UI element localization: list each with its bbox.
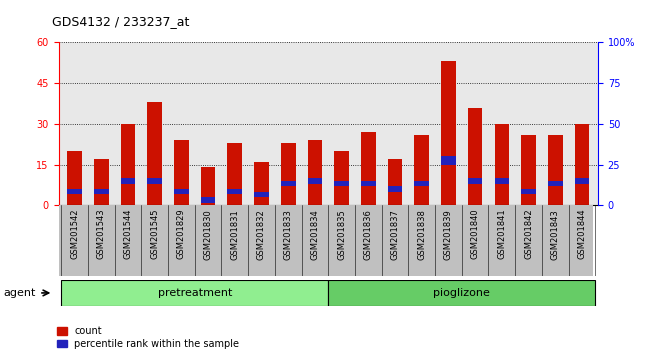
- Bar: [281, 143, 296, 205]
- Text: GSM201543: GSM201543: [97, 209, 106, 259]
- Bar: [387, 159, 402, 205]
- Text: GSM201831: GSM201831: [230, 209, 239, 259]
- Bar: [495, 178, 509, 184]
- Bar: [575, 178, 590, 184]
- Bar: [254, 192, 269, 197]
- Text: GSM201833: GSM201833: [283, 209, 292, 260]
- Bar: [387, 186, 402, 192]
- Bar: [495, 124, 509, 205]
- Text: GSM201834: GSM201834: [311, 209, 319, 259]
- Bar: [441, 156, 456, 165]
- Bar: [227, 189, 242, 194]
- Text: GSM201842: GSM201842: [524, 209, 533, 259]
- Text: GSM201835: GSM201835: [337, 209, 346, 259]
- Text: pretreatment: pretreatment: [157, 288, 232, 298]
- Bar: [174, 140, 188, 205]
- Bar: [468, 108, 482, 205]
- Text: GSM201843: GSM201843: [551, 209, 560, 259]
- Bar: [307, 140, 322, 205]
- FancyBboxPatch shape: [58, 205, 593, 276]
- Bar: [307, 178, 322, 184]
- Bar: [334, 151, 349, 205]
- Bar: [174, 189, 188, 194]
- FancyBboxPatch shape: [328, 280, 595, 306]
- Bar: [121, 124, 135, 205]
- Bar: [148, 102, 162, 205]
- Bar: [548, 181, 563, 186]
- Bar: [415, 135, 429, 205]
- Bar: [415, 181, 429, 186]
- Text: GSM201836: GSM201836: [364, 209, 373, 260]
- Text: GSM201837: GSM201837: [391, 209, 400, 260]
- Text: agent: agent: [3, 288, 36, 298]
- Bar: [227, 143, 242, 205]
- Text: pioglizone: pioglizone: [434, 288, 490, 298]
- Bar: [361, 132, 376, 205]
- Text: GSM201841: GSM201841: [497, 209, 506, 259]
- Bar: [361, 181, 376, 186]
- Text: GSM201839: GSM201839: [444, 209, 453, 259]
- Bar: [521, 189, 536, 194]
- Text: GSM201832: GSM201832: [257, 209, 266, 259]
- Bar: [334, 181, 349, 186]
- Text: GSM201840: GSM201840: [471, 209, 480, 259]
- Bar: [94, 159, 109, 205]
- Text: GSM201545: GSM201545: [150, 209, 159, 259]
- Text: GSM201542: GSM201542: [70, 209, 79, 259]
- Bar: [281, 181, 296, 186]
- Bar: [67, 151, 82, 205]
- Text: GSM201838: GSM201838: [417, 209, 426, 260]
- Bar: [201, 167, 215, 205]
- Text: GDS4132 / 233237_at: GDS4132 / 233237_at: [52, 15, 189, 28]
- Bar: [94, 189, 109, 194]
- Bar: [521, 135, 536, 205]
- Bar: [468, 178, 482, 184]
- FancyBboxPatch shape: [61, 280, 328, 306]
- Bar: [148, 178, 162, 184]
- Bar: [548, 135, 563, 205]
- Bar: [575, 124, 590, 205]
- Text: GSM201544: GSM201544: [124, 209, 133, 259]
- Bar: [67, 189, 82, 194]
- Text: GSM201830: GSM201830: [203, 209, 213, 259]
- Text: GSM201844: GSM201844: [577, 209, 586, 259]
- Text: GSM201829: GSM201829: [177, 209, 186, 259]
- Bar: [441, 62, 456, 205]
- Bar: [121, 178, 135, 184]
- Bar: [201, 197, 215, 202]
- Legend: count, percentile rank within the sample: count, percentile rank within the sample: [57, 326, 239, 349]
- Bar: [254, 162, 269, 205]
